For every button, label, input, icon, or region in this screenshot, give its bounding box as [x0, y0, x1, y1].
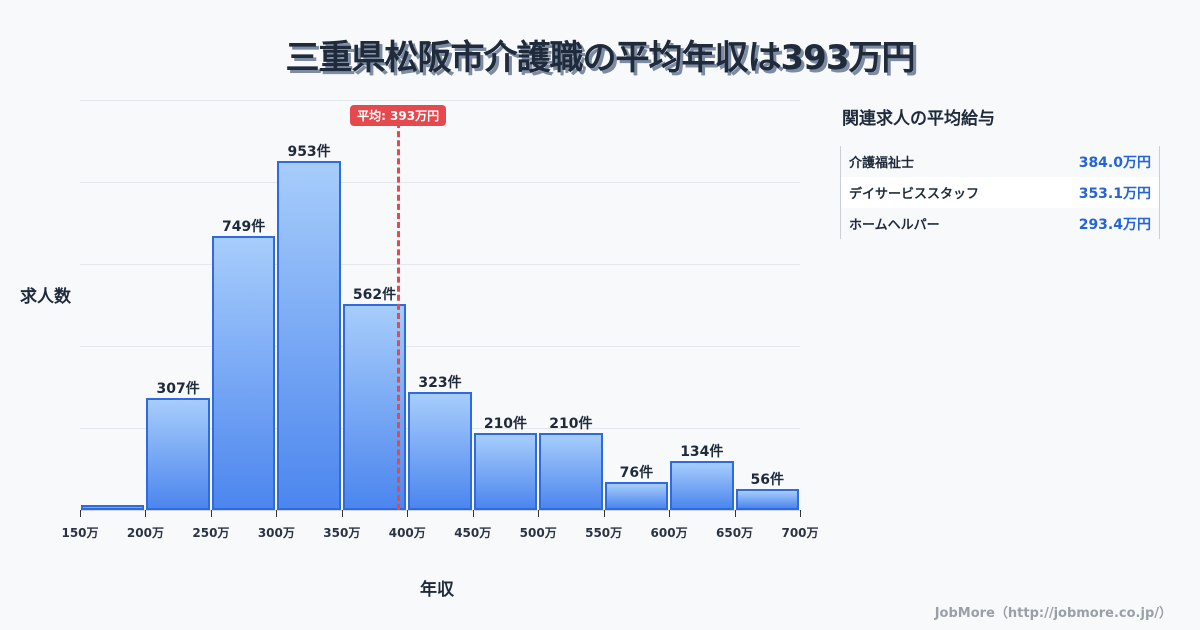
x-tick-label: 350万: [323, 526, 361, 540]
x-tick: [407, 510, 409, 517]
page-title: 三重県松阪市介護職の平均年収は393万円: [285, 38, 916, 78]
bar-value-label: 134件: [680, 443, 724, 460]
job-name: ホームヘルパー: [849, 218, 940, 233]
x-tick-label: 450万: [454, 526, 492, 540]
histogram-bar: [473, 433, 538, 510]
x-tick: [80, 510, 81, 517]
bar-value-label: 76件: [619, 465, 654, 482]
histogram-bar: [342, 304, 407, 510]
x-axis-label: 年収: [420, 580, 454, 600]
x-tick-label: 400万: [388, 526, 426, 540]
salary-row: デイサービススタッフ 353.1万円: [841, 177, 1159, 208]
job-name: デイサービススタッフ: [849, 187, 980, 202]
x-tick-label: 700万: [781, 526, 819, 540]
x-tick: [145, 510, 147, 517]
bar-value-label: 210件: [483, 416, 528, 433]
source-credit: JobMore（http://jobmore.co.jp/）: [934, 606, 1172, 621]
average-badge: 平均: 393万円: [350, 105, 447, 126]
gridline: [80, 264, 800, 265]
bar-value-label: 953件: [287, 144, 331, 160]
histogram-bar: [146, 397, 210, 510]
bar-value-label: 56件: [750, 472, 784, 489]
x-tick: [603, 510, 605, 517]
x-tick: [472, 510, 474, 517]
x-tick-label: 500万: [519, 526, 557, 540]
histogram-plot: 307件 749件 953件 562件 323件 210件 210件 76件 134件 56件 平均…: [80, 100, 800, 510]
x-tick-label: 550万: [585, 526, 623, 540]
y-axis-label: 求人数: [20, 287, 71, 307]
histogram-bar: [604, 482, 669, 510]
histogram-bar: [670, 460, 734, 510]
bar-value-label: 323件: [418, 374, 462, 391]
job-name: 介護福祉士: [849, 156, 915, 171]
bar-value-label: 562件: [352, 287, 397, 304]
job-salary: 293.4万円: [1078, 216, 1151, 233]
bar-value-label: 749件: [222, 218, 266, 235]
x-axis: [80, 510, 800, 511]
x-tick-label: 200万: [126, 526, 164, 540]
histogram-bar: [539, 433, 603, 510]
salary-row: 介護福祉士 384.0万円: [841, 146, 1159, 177]
x-tick-label: 250万: [192, 526, 230, 540]
x-tick: [538, 510, 540, 517]
average-line: [397, 122, 401, 510]
x-tick-label: 650万: [716, 526, 754, 540]
histogram-bar: [735, 489, 799, 510]
x-tick: [669, 510, 671, 517]
x-tick: [210, 510, 212, 517]
job-salary: 384.0万円: [1078, 154, 1151, 171]
job-salary: 353.1万円: [1078, 185, 1151, 202]
x-tick: [800, 510, 801, 517]
x-tick: [341, 510, 343, 517]
x-tick: [734, 510, 736, 517]
x-tick-label: 150万: [61, 526, 99, 540]
related-salaries-table: 介護福祉士 384.0万円 デイサービススタッフ 353.1万円 ホームヘルパー…: [840, 146, 1160, 239]
x-tick-label: 300万: [257, 526, 295, 540]
bar-value-label: 307件: [156, 380, 200, 397]
histogram-bar: [211, 235, 276, 510]
x-tick-label: 600万: [650, 526, 688, 540]
histogram-bar: [81, 504, 145, 510]
gridline: [80, 100, 800, 101]
histogram-bar: [277, 161, 341, 510]
bar-value-label: 210件: [549, 416, 593, 433]
x-tick: [276, 510, 278, 517]
gridline: [80, 182, 800, 183]
salary-row: ホームヘルパー 293.4万円: [841, 208, 1159, 239]
gridline: [80, 346, 800, 347]
related-salaries-title: 関連求人の平均給与: [842, 109, 995, 129]
histogram-bar: [408, 391, 472, 510]
